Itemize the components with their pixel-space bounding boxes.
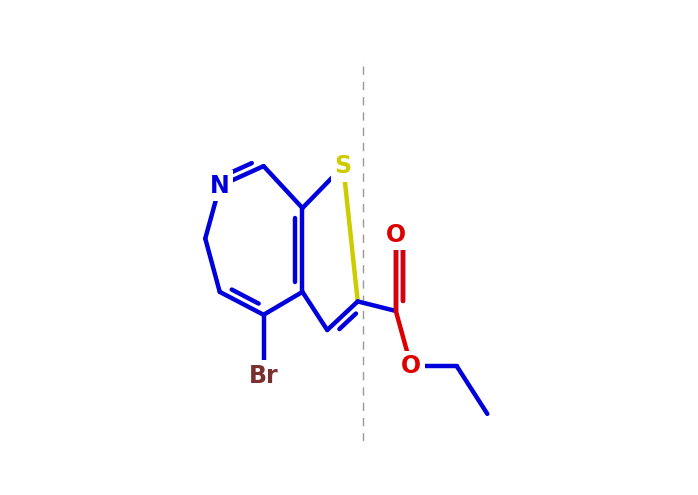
Text: Br: Br: [248, 364, 279, 388]
Text: S: S: [334, 154, 352, 178]
Text: O: O: [401, 354, 421, 378]
Text: O: O: [386, 223, 406, 247]
Text: N: N: [210, 174, 230, 198]
